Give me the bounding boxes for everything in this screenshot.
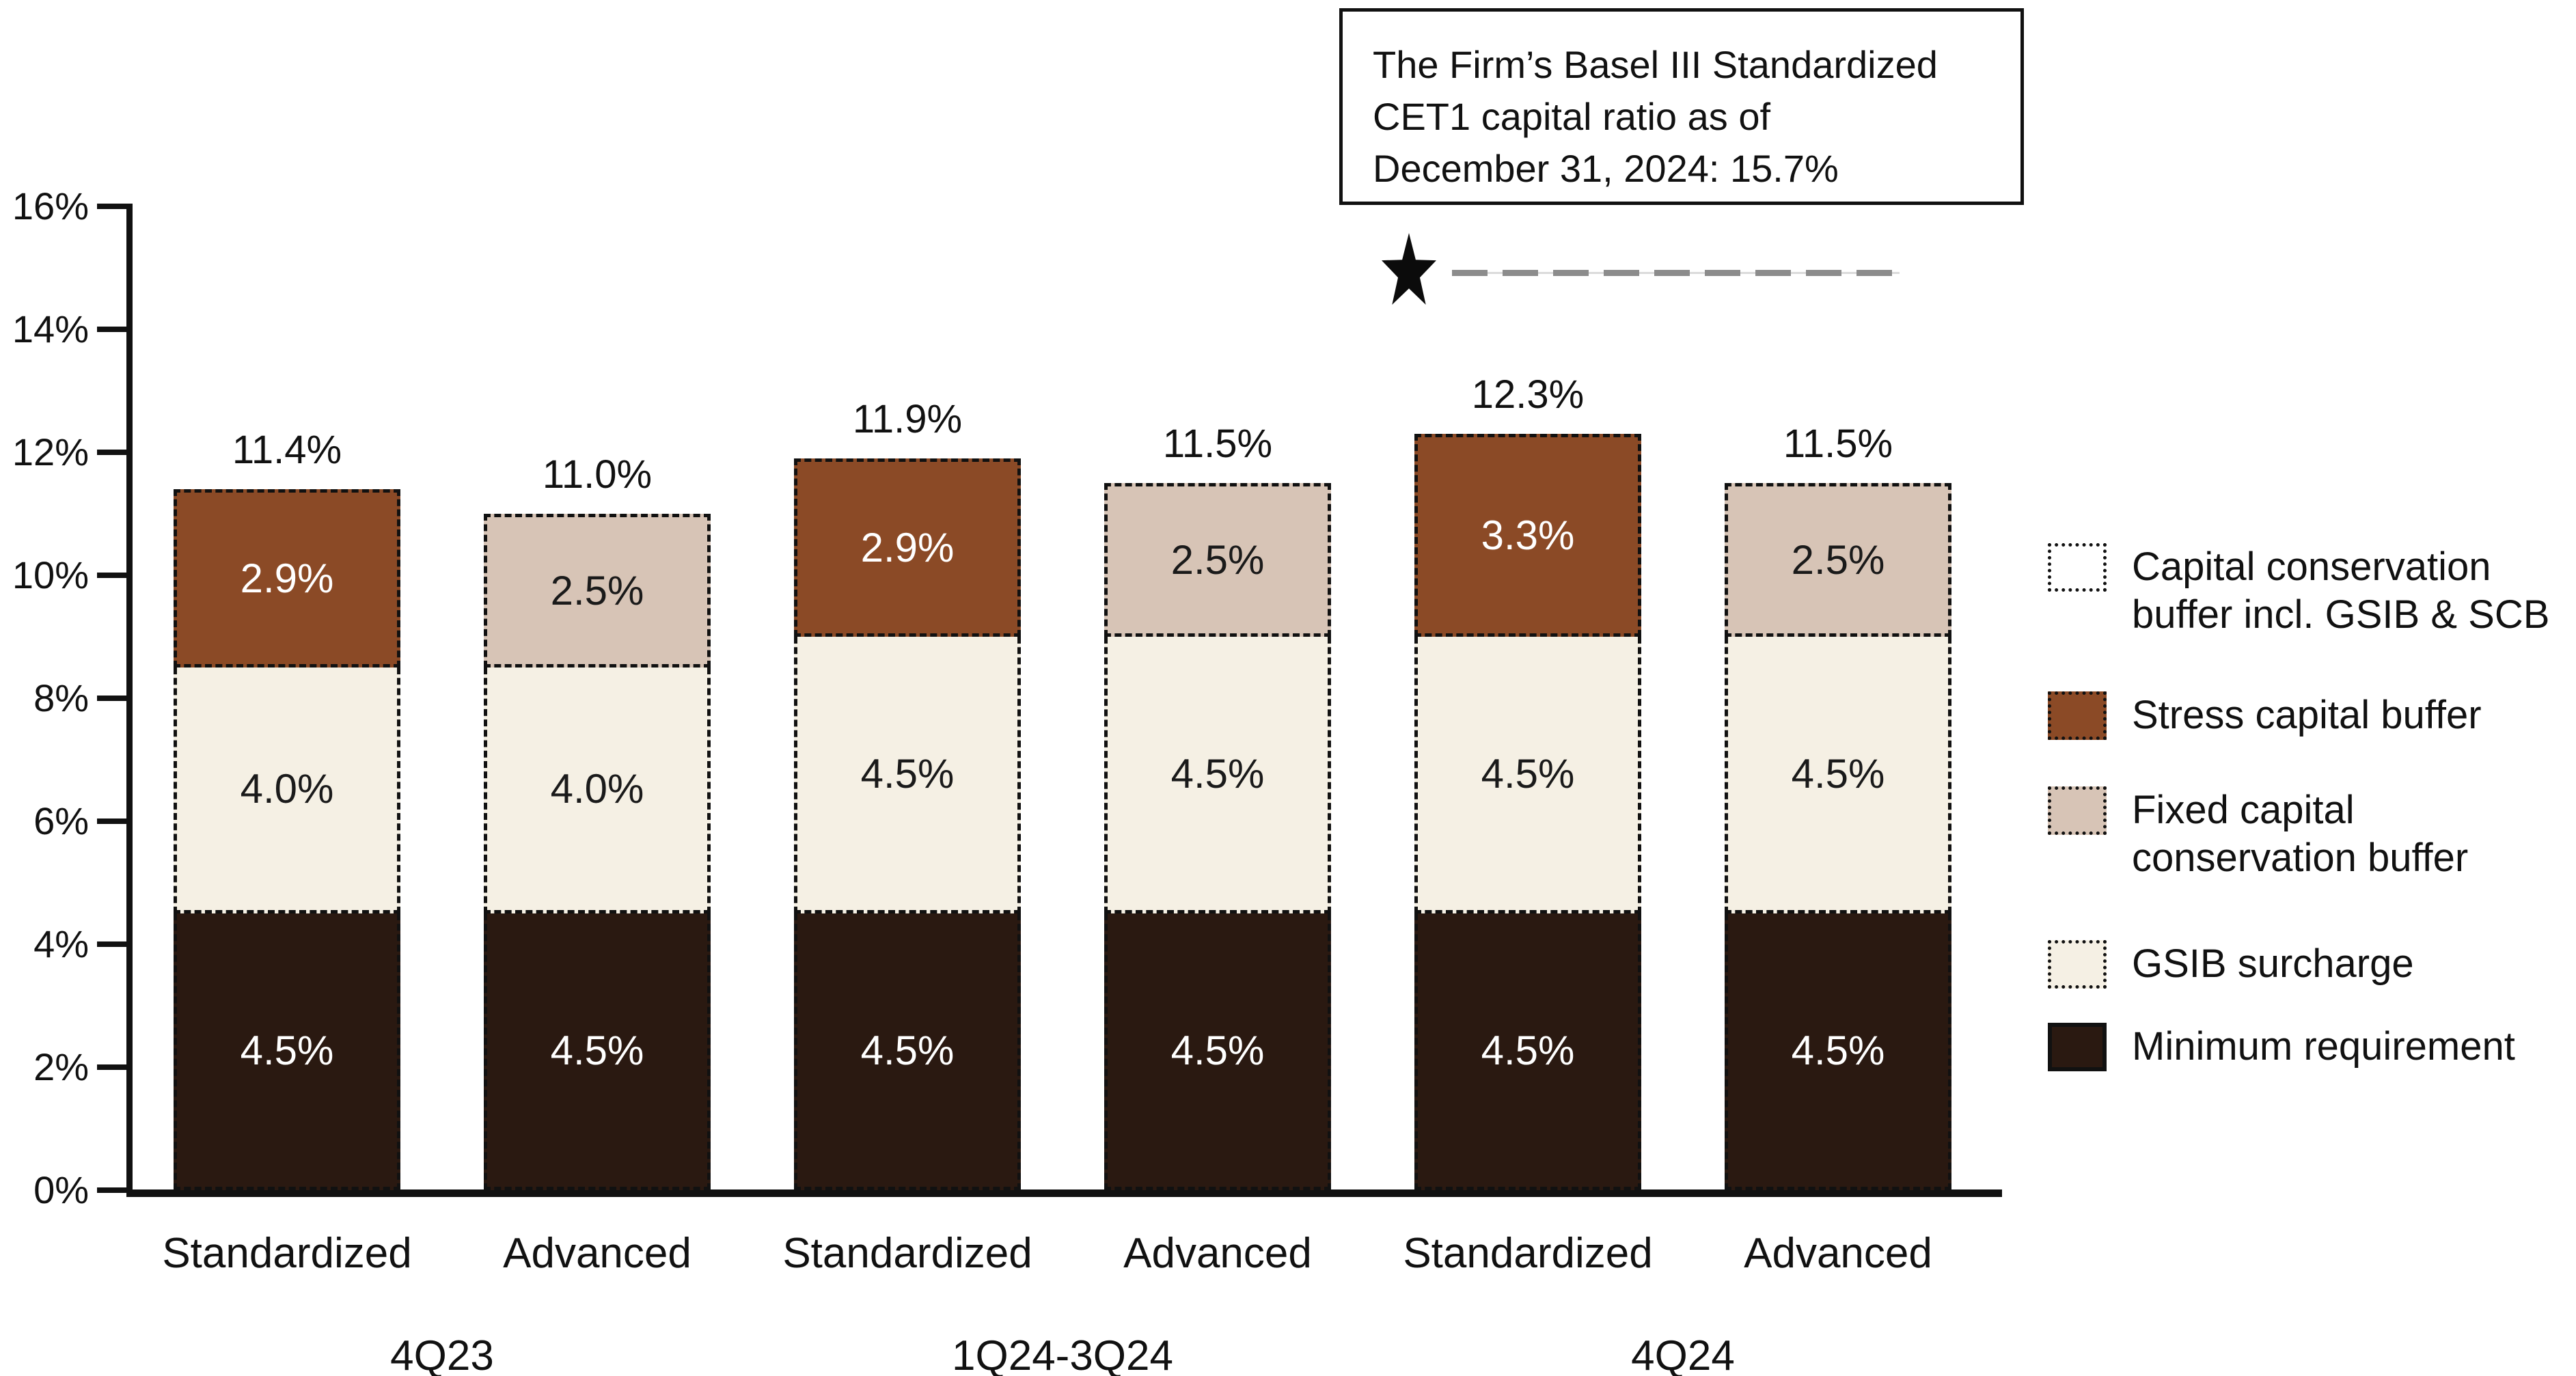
- annotation-box: The Firm’s Basel III Standardized CET1 c…: [1339, 8, 2024, 205]
- legend: Capital conservation buffer incl. GSIB &…: [2048, 0, 2576, 1376]
- segment-label: 4.5%: [1481, 750, 1575, 797]
- y-tick: [97, 450, 126, 455]
- bar-segment-minimum: 4.5%: [1414, 913, 1641, 1190]
- y-tick-label: 10%: [12, 553, 89, 596]
- legend-label-stress-capital-buffer: Stress capital buffer: [2132, 693, 2482, 737]
- legend-row-fixed-capital-conservation-buffer: Fixed capital conservation buffer: [2048, 786, 2468, 882]
- group-label: 4Q24: [1631, 1332, 1735, 1376]
- bar-segment-gsib: 4.5%: [794, 637, 1021, 913]
- group-label: 1Q24-3Q24: [952, 1332, 1173, 1376]
- bar-segment-stress: 2.9%: [794, 458, 1021, 637]
- legend-label-fixed-capital-conservation-buffer: Fixed capital conservation buffer: [2132, 788, 2469, 880]
- segment-label: 2.5%: [1170, 537, 1265, 583]
- legend-swatch-minimum-requirement: [2048, 1023, 2107, 1071]
- segment-label: 4.5%: [860, 750, 955, 797]
- y-tick: [97, 1187, 126, 1193]
- legend-label-capital-conservation-buffer: Capital conservation buffer incl. GSIB &…: [2132, 545, 2550, 637]
- bar-total-label: 12.3%: [1471, 372, 1585, 417]
- bar-method-label: Advanced: [1744, 1230, 1932, 1277]
- bar-segment-stress: 3.3%: [1414, 434, 1641, 637]
- bar-segment-fixed: 2.5%: [484, 514, 711, 668]
- segment-label: 2.9%: [240, 555, 334, 601]
- group-label: 4Q23: [390, 1332, 494, 1376]
- bar: 2.5% 4.5% 4.5%: [1725, 483, 1951, 1190]
- y-tick: [97, 1064, 126, 1070]
- legend-swatch-gsib-surcharge: [2048, 940, 2107, 989]
- bar-method-label: Standardized: [782, 1230, 1032, 1277]
- segment-label: 4.5%: [1481, 1027, 1575, 1073]
- y-tick: [97, 696, 126, 701]
- bar-method-label: Advanced: [1123, 1230, 1312, 1277]
- bar-segment-gsib: 4.5%: [1104, 637, 1331, 913]
- y-tick-label: 0%: [33, 1168, 89, 1211]
- segment-label: 4.5%: [1170, 1027, 1265, 1073]
- segment-label: 4.5%: [1170, 750, 1265, 797]
- y-tick: [97, 327, 126, 332]
- y-tick-label: 16%: [12, 184, 89, 228]
- bar-method-label: Advanced: [503, 1230, 691, 1277]
- y-tick-label: 2%: [33, 1045, 89, 1088]
- legend-swatch-capital-conservation-buffer: [2048, 543, 2107, 592]
- y-tick-label: 8%: [33, 676, 89, 719]
- bar-segment-fixed: 2.5%: [1725, 483, 1951, 637]
- legend-row-capital-conservation-buffer: Capital conservation buffer incl. GSIB &…: [2048, 543, 2549, 639]
- bar-total-label: 11.5%: [1783, 422, 1893, 466]
- legend-label-gsib-surcharge: GSIB surcharge: [2132, 941, 2414, 986]
- bar-total-label: 11.9%: [852, 397, 963, 441]
- star-marker-icon: [1382, 233, 1436, 305]
- bar: 2.5% 4.0% 4.5%: [484, 514, 711, 1190]
- bar-segment-minimum: 4.5%: [174, 913, 400, 1190]
- bar: 3.3% 4.5% 4.5%: [1414, 434, 1641, 1190]
- x-axis-line: [126, 1189, 2002, 1197]
- bar: 2.9% 4.5% 4.5%: [794, 458, 1021, 1190]
- bar-total-label: 11.0%: [542, 452, 653, 497]
- y-axis-line: [126, 204, 133, 1196]
- segment-label: 4.5%: [1791, 750, 1885, 797]
- bar-segment-fixed: 2.5%: [1104, 483, 1331, 637]
- y-tick: [97, 573, 126, 578]
- segment-label: 4.0%: [240, 766, 334, 812]
- y-tick: [97, 941, 126, 947]
- bar-segment-gsib: 4.5%: [1725, 637, 1951, 913]
- bar-segment-gsib: 4.0%: [174, 668, 400, 913]
- y-tick: [97, 818, 126, 824]
- y-tick-label: 14%: [12, 307, 89, 350]
- bar: 2.5% 4.5% 4.5%: [1104, 483, 1331, 1190]
- legend-row-stress-capital-buffer: Stress capital buffer: [2048, 691, 2482, 740]
- y-tick: [97, 204, 126, 209]
- legend-label-minimum-requirement: Minimum requirement: [2132, 1024, 2515, 1069]
- segment-label: 3.3%: [1481, 512, 1575, 558]
- segment-label: 2.5%: [550, 568, 644, 614]
- legend-row-gsib-surcharge: GSIB surcharge: [2048, 940, 2414, 989]
- bar-total-label: 11.5%: [1162, 422, 1273, 466]
- segment-label: 4.5%: [1791, 1027, 1885, 1073]
- segment-label: 4.0%: [550, 766, 644, 812]
- bar-segment-minimum: 4.5%: [1104, 913, 1331, 1190]
- bar-method-label: Standardized: [1403, 1230, 1653, 1277]
- annotation-text: The Firm’s Basel III Standardized CET1 c…: [1373, 43, 1938, 190]
- bar-segment-gsib: 4.5%: [1414, 637, 1641, 913]
- segment-label: 2.9%: [860, 525, 955, 570]
- y-tick-label: 4%: [33, 922, 89, 965]
- legend-row-minimum-requirement: Minimum requirement: [2048, 1023, 2515, 1071]
- bar-segment-gsib: 4.0%: [484, 668, 711, 913]
- y-tick-label: 12%: [12, 430, 89, 473]
- legend-swatch-stress-capital-buffer: [2048, 691, 2107, 740]
- segment-label: 4.5%: [240, 1027, 334, 1073]
- segment-label: 2.5%: [1791, 537, 1885, 583]
- bar-segment-minimum: 4.5%: [1725, 913, 1951, 1190]
- bar-method-label: Standardized: [162, 1230, 412, 1277]
- bar-segment-minimum: 4.5%: [794, 913, 1021, 1190]
- y-tick-label: 6%: [33, 799, 89, 842]
- segment-label: 4.5%: [860, 1027, 955, 1073]
- segment-label: 4.5%: [550, 1027, 644, 1073]
- bar-segment-minimum: 4.5%: [484, 913, 711, 1190]
- legend-swatch-fixed-capital-conservation-buffer: [2048, 786, 2107, 835]
- bar-segment-stress: 2.9%: [174, 489, 400, 668]
- bar: 2.9% 4.0% 4.5%: [174, 489, 400, 1190]
- target-dashed-line: [1452, 270, 1900, 276]
- bar-total-label: 11.4%: [232, 428, 342, 472]
